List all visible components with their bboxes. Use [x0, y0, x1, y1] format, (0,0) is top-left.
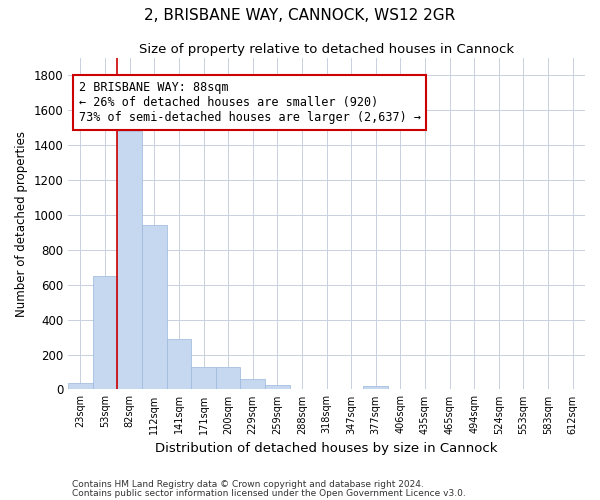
Text: Contains HM Land Registry data © Crown copyright and database right 2024.: Contains HM Land Registry data © Crown c… [72, 480, 424, 489]
Bar [364, 386, 388, 390]
X-axis label: Distribution of detached houses by size in Cannock: Distribution of detached houses by size … [155, 442, 498, 455]
Bar [142, 226, 167, 390]
Bar [118, 132, 142, 390]
Bar [68, 383, 93, 390]
Bar [93, 276, 118, 390]
Bar [265, 385, 290, 390]
Text: 2, BRISBANE WAY, CANNOCK, WS12 2GR: 2, BRISBANE WAY, CANNOCK, WS12 2GR [145, 8, 455, 22]
Bar [216, 367, 241, 390]
Bar [241, 378, 265, 390]
Y-axis label: Number of detached properties: Number of detached properties [15, 130, 28, 316]
Text: 2 BRISBANE WAY: 88sqm
← 26% of detached houses are smaller (920)
73% of semi-det: 2 BRISBANE WAY: 88sqm ← 26% of detached … [79, 82, 421, 124]
Title: Size of property relative to detached houses in Cannock: Size of property relative to detached ho… [139, 42, 514, 56]
Bar [167, 339, 191, 390]
Bar [191, 367, 216, 390]
Text: Contains public sector information licensed under the Open Government Licence v3: Contains public sector information licen… [72, 488, 466, 498]
